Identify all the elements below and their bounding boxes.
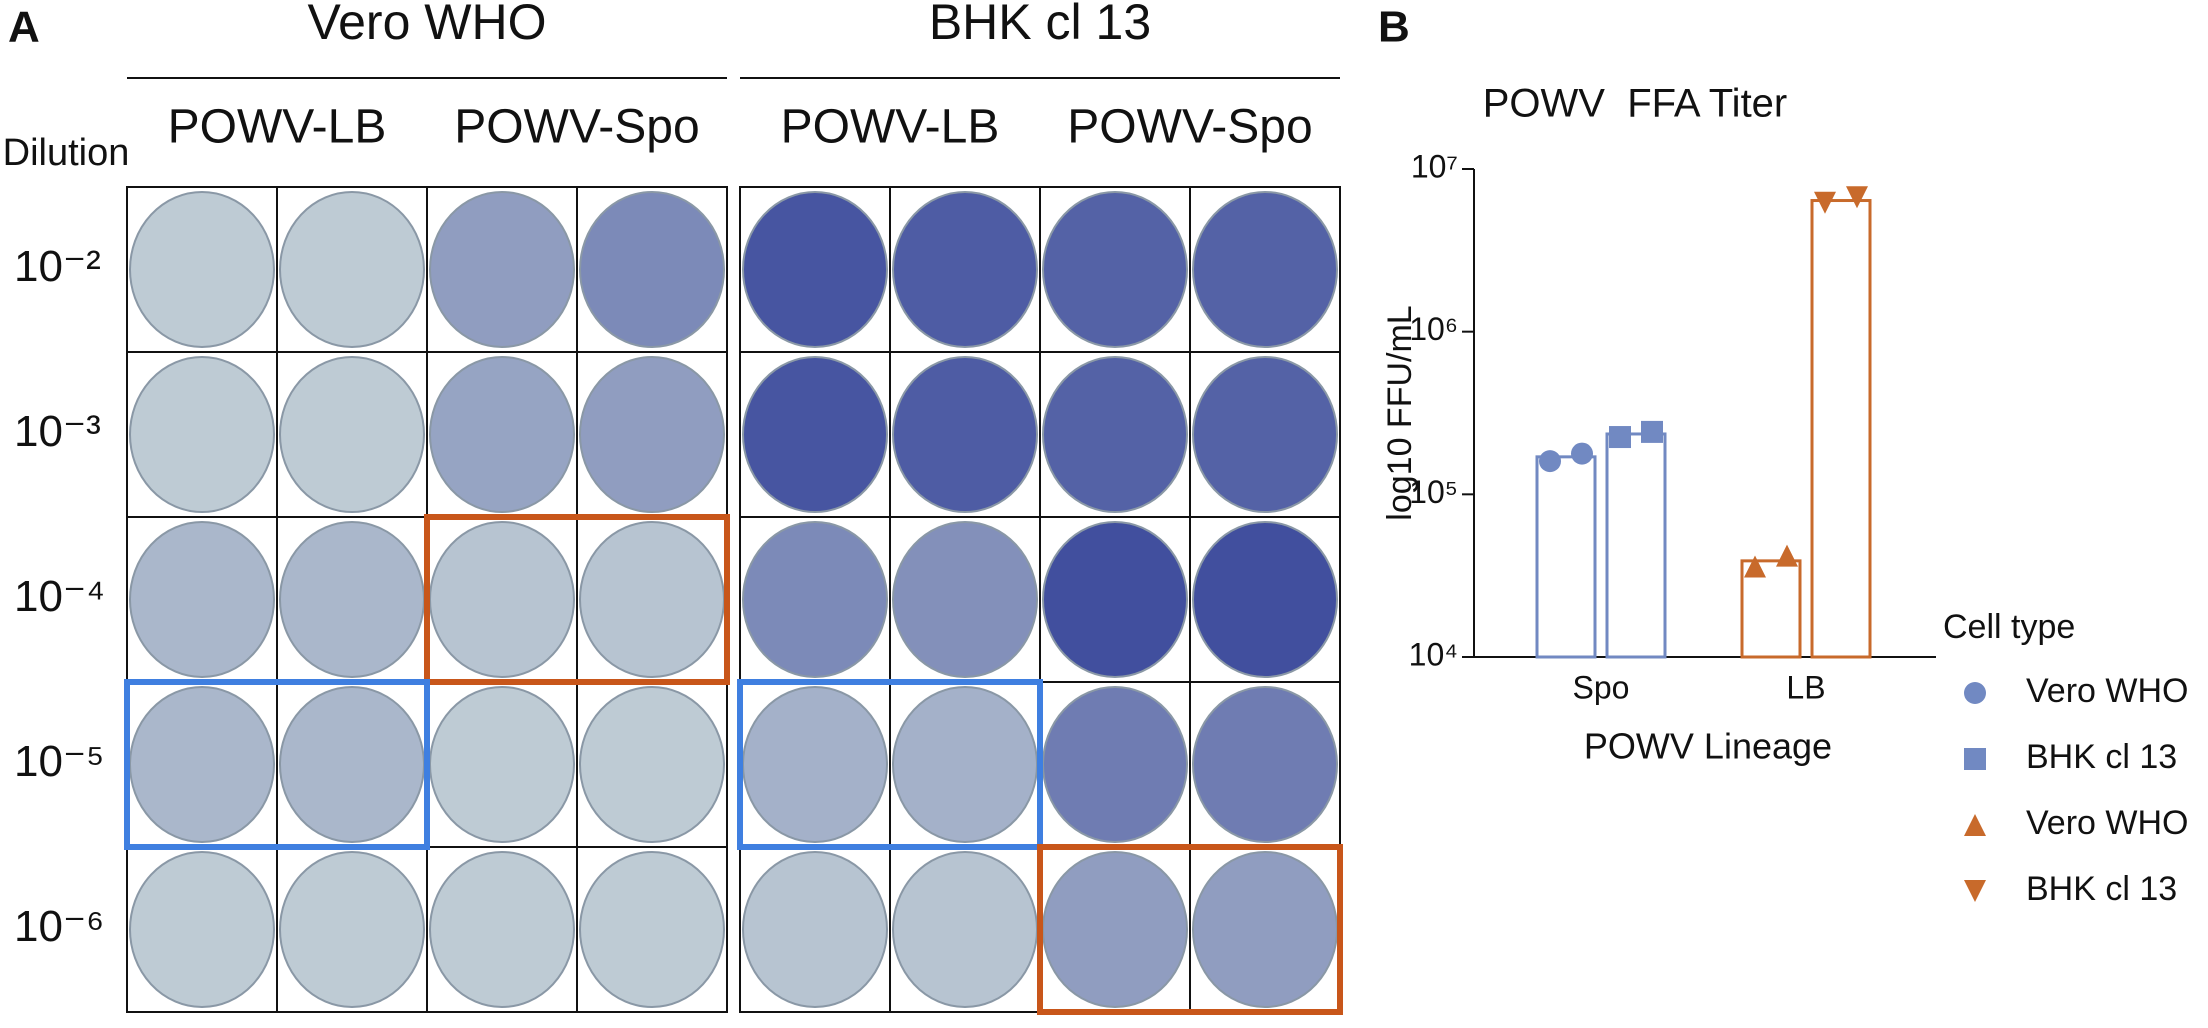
legend-marker — [1964, 682, 1986, 704]
legend-marker — [1964, 748, 1986, 770]
data-point — [1641, 420, 1663, 443]
well — [1192, 851, 1338, 1008]
well — [579, 521, 725, 678]
y-tick-label: 10⁵ — [1409, 474, 1458, 510]
dilution-label: 10⁻² — [14, 242, 101, 291]
well — [129, 521, 275, 678]
highlight-box — [737, 679, 1043, 850]
data-point — [1571, 442, 1593, 465]
data-point — [1814, 191, 1836, 214]
column-title: POWV-Spo — [1067, 101, 1312, 154]
well — [892, 356, 1038, 513]
data-point — [1609, 426, 1631, 449]
group-title: Vero WHO — [308, 0, 547, 50]
well — [1192, 191, 1338, 348]
well — [279, 851, 425, 1008]
y-tick-label: 10⁶ — [1409, 311, 1458, 347]
well — [279, 521, 425, 678]
legend-label: BHK cl 13 — [2026, 870, 2177, 908]
well — [579, 851, 725, 1008]
row-header: Dilution — [3, 132, 130, 174]
legend-label: Vero WHO — [2026, 672, 2188, 710]
well — [579, 686, 725, 843]
column-title: POWV-LB — [168, 101, 387, 154]
legend-label: Vero WHO — [2026, 804, 2188, 842]
well — [429, 851, 575, 1008]
well — [1042, 521, 1188, 678]
legend-title: Cell type — [1943, 608, 2075, 646]
bar — [1810, 199, 1872, 659]
column-title: POWV-LB — [781, 101, 1000, 154]
well — [742, 686, 888, 843]
well — [579, 191, 725, 348]
well — [279, 356, 425, 513]
well — [129, 851, 275, 1008]
column-title: POWV-Spo — [454, 101, 699, 154]
well — [279, 191, 425, 348]
well — [742, 356, 888, 513]
well — [742, 521, 888, 678]
well — [129, 686, 275, 843]
y-tick-label: 10⁷ — [1411, 148, 1458, 184]
well — [1192, 356, 1338, 513]
data-point — [1846, 186, 1868, 209]
well — [1042, 851, 1188, 1008]
well — [892, 686, 1038, 843]
well — [429, 521, 575, 678]
highlight-box — [1037, 844, 1343, 1015]
well — [429, 356, 575, 513]
well — [1042, 356, 1188, 513]
panel-label: B — [1378, 3, 1410, 52]
dilution-label: 10⁻⁶ — [14, 902, 104, 951]
well — [1042, 686, 1188, 843]
highlight-box — [424, 514, 730, 685]
well — [429, 191, 575, 348]
highlight-box — [124, 679, 430, 850]
y-tick-label: 10⁴ — [1409, 636, 1458, 672]
data-point — [1539, 450, 1561, 473]
group-title: BHK cl 13 — [929, 0, 1151, 50]
bar — [1535, 455, 1597, 659]
data-point — [1776, 544, 1798, 567]
dilution-label: 10⁻⁵ — [14, 737, 104, 786]
legend-marker — [1964, 814, 1986, 836]
data-point — [1744, 555, 1766, 578]
x-axis-label: POWV Lineage — [1584, 726, 1832, 767]
x-tick-label: LB — [1786, 669, 1825, 705]
panel-label: A — [8, 3, 40, 52]
well — [1192, 521, 1338, 678]
well — [579, 356, 725, 513]
legend-marker — [1964, 880, 1986, 902]
well — [429, 686, 575, 843]
well — [742, 851, 888, 1008]
well — [1042, 191, 1188, 348]
well — [892, 191, 1038, 348]
y-axis-label: log10 FFU/mL — [1381, 305, 1419, 520]
well — [129, 191, 275, 348]
well — [742, 191, 888, 348]
bar — [1740, 559, 1802, 659]
well — [129, 356, 275, 513]
well — [892, 851, 1038, 1008]
bar — [1605, 432, 1667, 659]
legend-label: BHK cl 13 — [2026, 738, 2177, 776]
well — [892, 521, 1038, 678]
well — [1192, 686, 1338, 843]
x-tick-label: Spo — [1573, 669, 1630, 705]
well — [279, 686, 425, 843]
dilution-label: 10⁻³ — [14, 407, 101, 456]
chart-title: POWV FFA Titer — [1483, 82, 1788, 126]
dilution-label: 10⁻⁴ — [14, 572, 105, 621]
